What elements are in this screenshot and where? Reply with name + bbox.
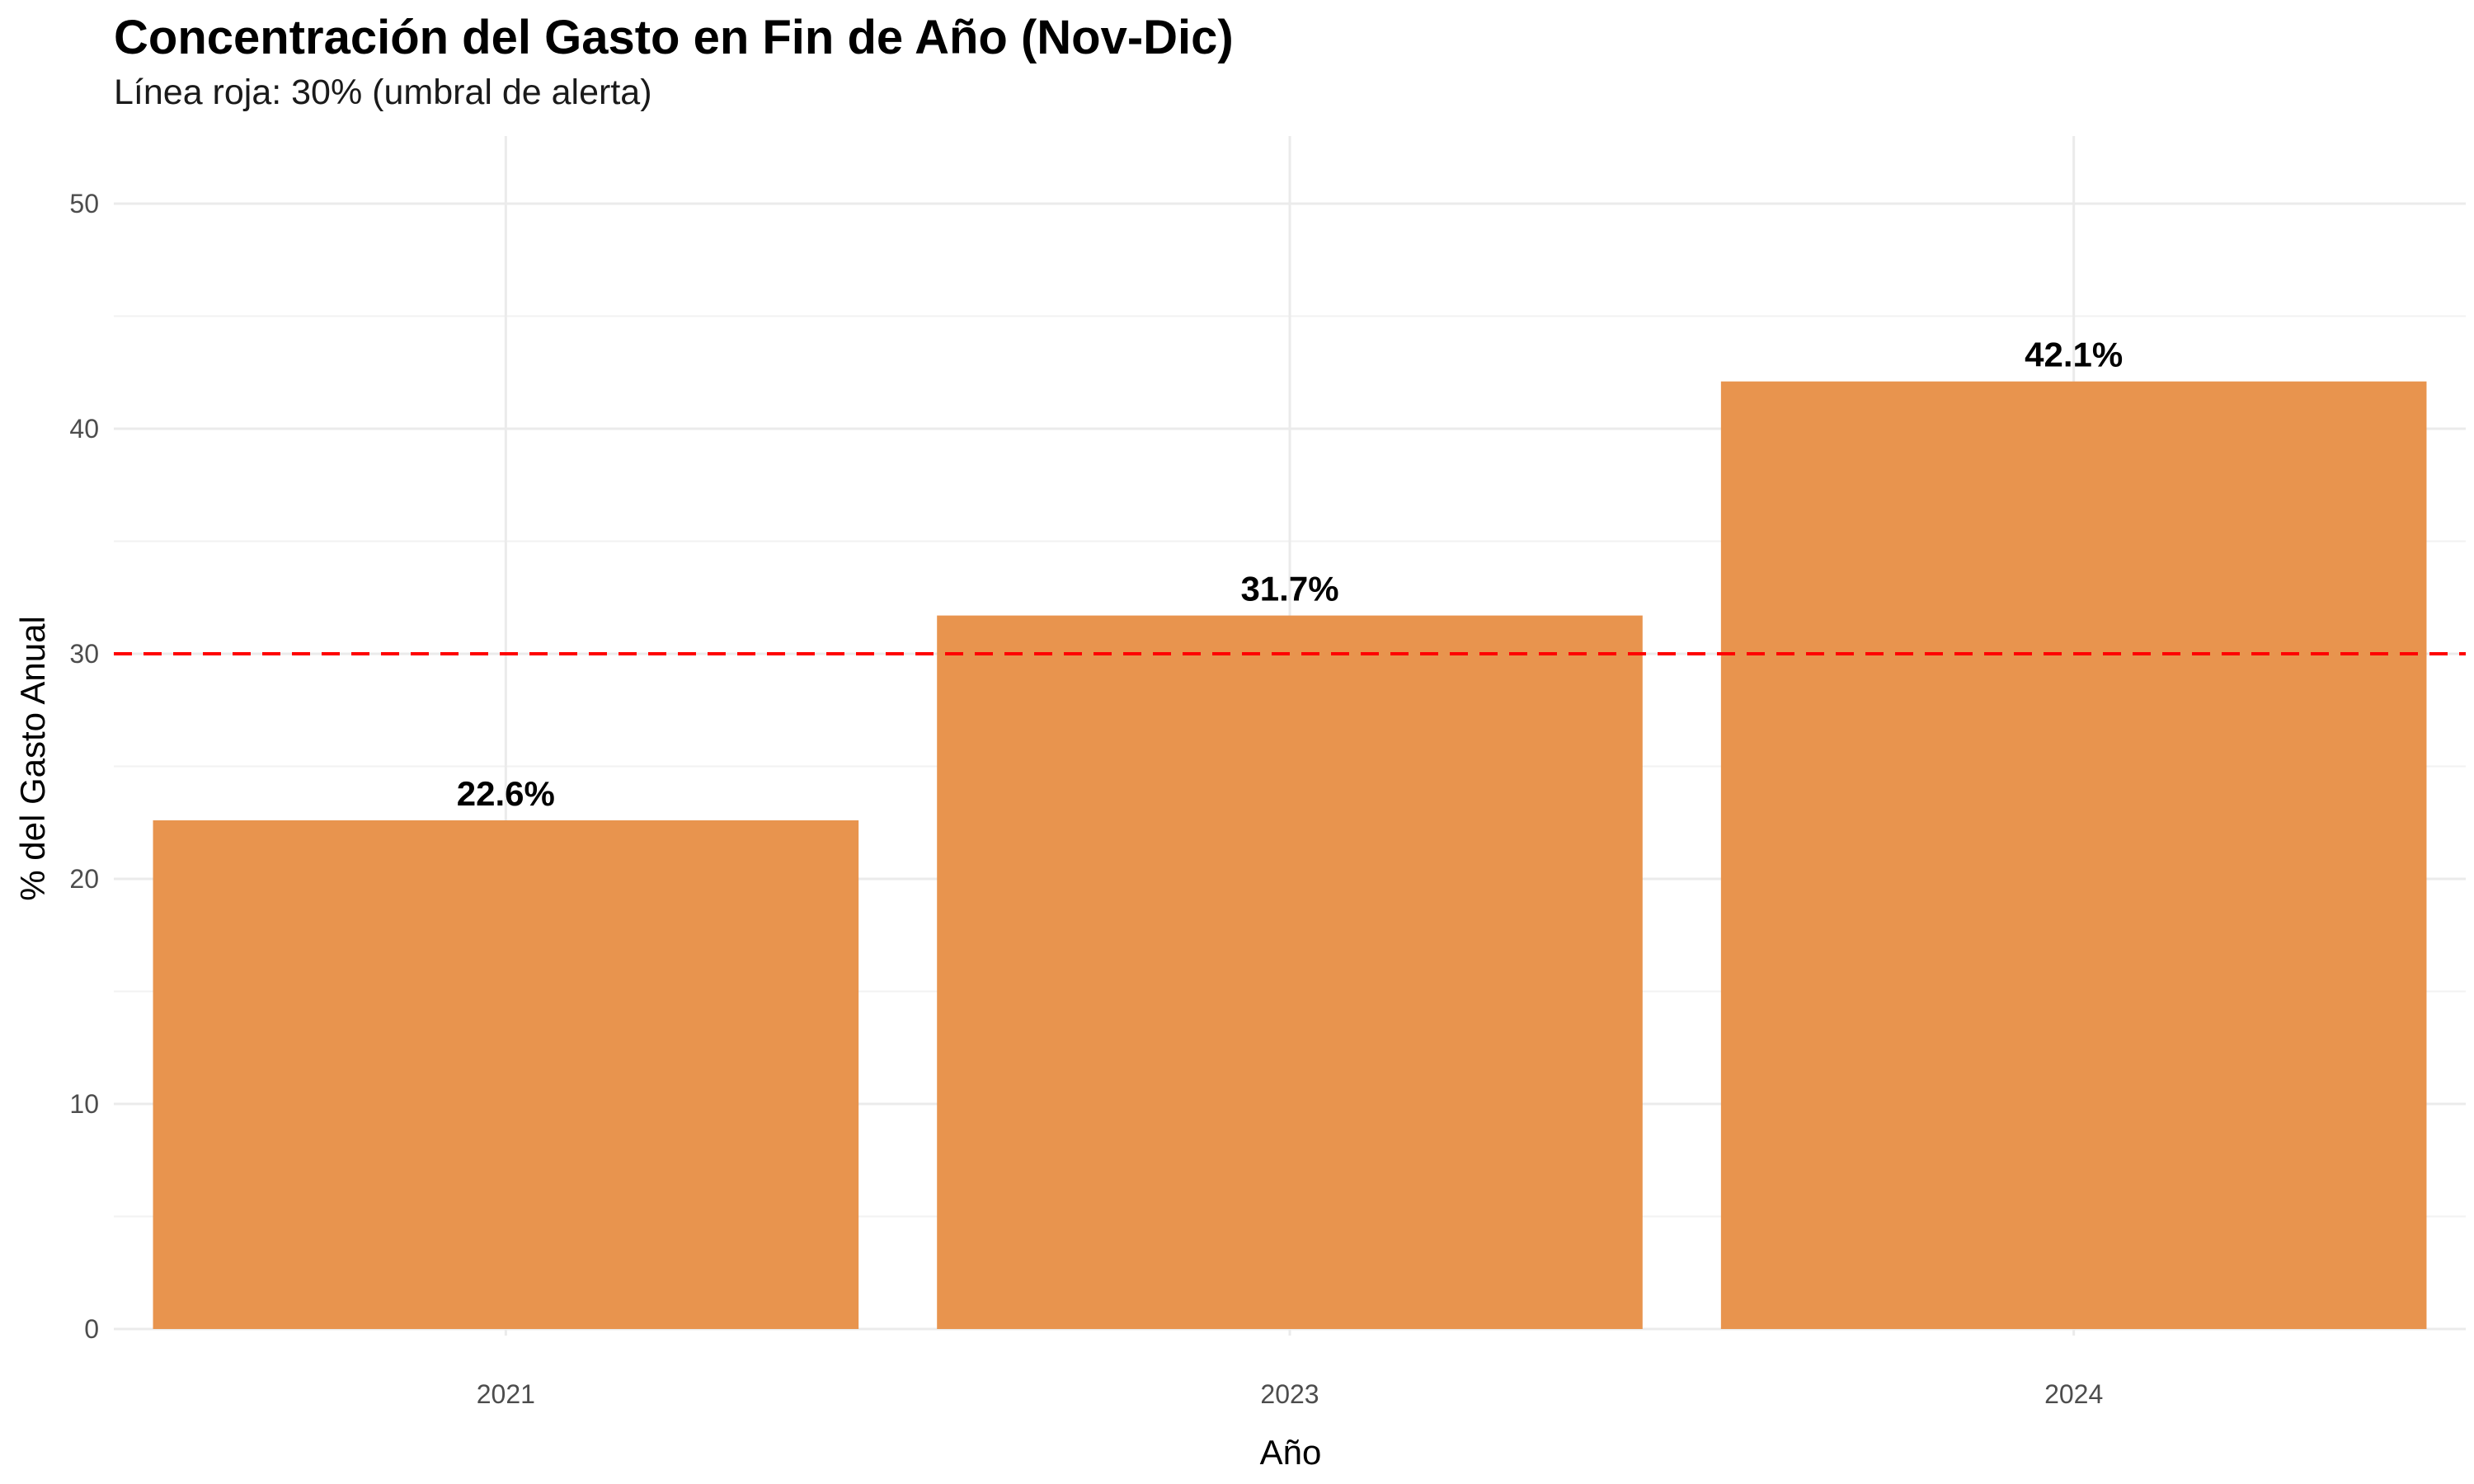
chart-subtitle: Línea roja: 30% (umbral de alerta) xyxy=(114,73,652,112)
x-tick-label: 2021 xyxy=(477,1379,535,1409)
data-label: 22.6% xyxy=(457,774,555,813)
data-label: 42.1% xyxy=(2025,336,2123,374)
y-tick-labels: 0 10 20 30 40 50 xyxy=(69,189,99,1344)
data-labels: 22.6% 31.7% 42.1% xyxy=(457,336,2123,813)
y-tick-label: 40 xyxy=(69,414,99,444)
y-tick-label: 10 xyxy=(69,1089,99,1119)
y-tick-label: 50 xyxy=(69,189,99,218)
x-tick-label: 2023 xyxy=(1260,1379,1319,1409)
x-tick-label: 2024 xyxy=(2044,1379,2103,1409)
chart-title: Concentración del Gasto en Fin de Año (N… xyxy=(114,11,1234,64)
bars xyxy=(153,381,2427,1329)
x-tick-labels: 2021 2023 2024 xyxy=(477,1379,2104,1409)
y-tick-label: 30 xyxy=(69,639,99,669)
bar xyxy=(937,615,1643,1329)
bar xyxy=(1720,381,2427,1329)
y-axis-title: % del Gasto Anual xyxy=(13,616,52,901)
y-tick-label: 0 xyxy=(84,1314,99,1344)
x-axis-title: Año xyxy=(1260,1433,1322,1472)
y-tick-label: 20 xyxy=(69,864,99,894)
data-label: 31.7% xyxy=(1240,570,1338,608)
bar xyxy=(153,820,859,1329)
